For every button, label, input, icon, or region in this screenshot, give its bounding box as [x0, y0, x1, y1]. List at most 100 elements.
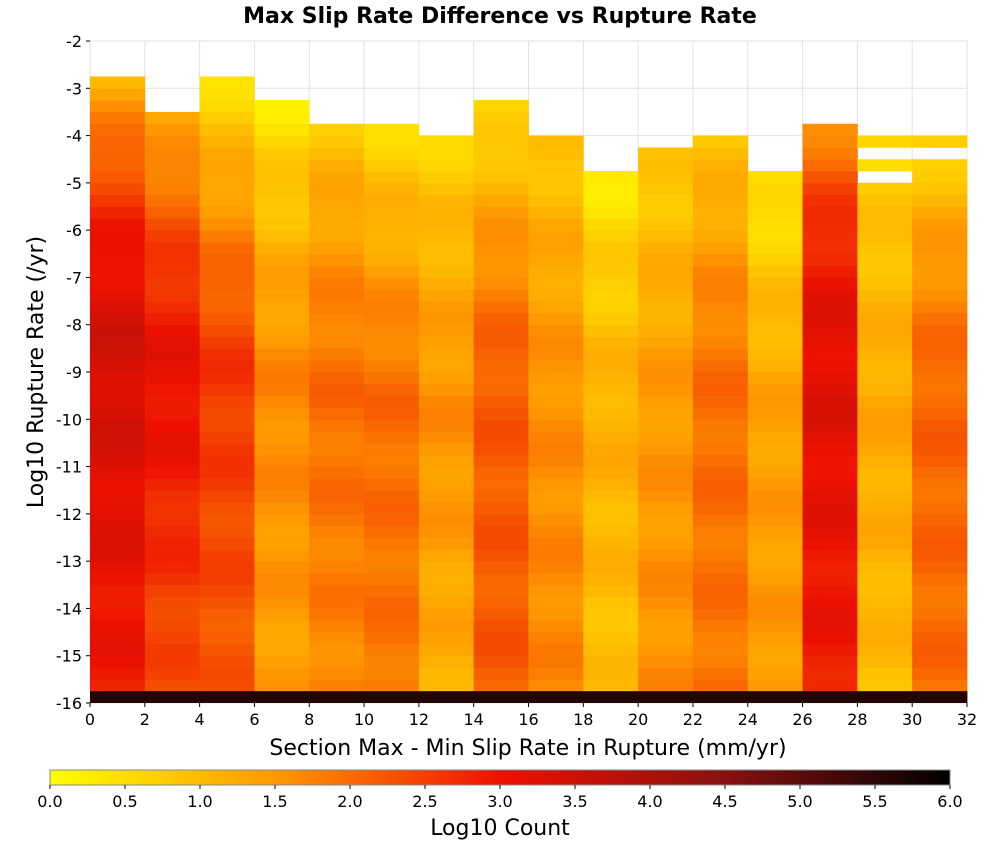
heatmap-cell	[857, 620, 913, 633]
heatmap-cell	[473, 253, 529, 267]
heatmap-cell	[802, 171, 858, 184]
heatmap-cell	[473, 241, 529, 255]
heatmap-cell	[857, 525, 913, 538]
heatmap-cell	[144, 395, 201, 408]
heatmap-cell	[473, 419, 529, 432]
heatmap-cell	[309, 395, 365, 408]
x-axis-ticks: 0 2 4 6 8 10 12 14 16 18 20 22 24 26 28 30 32	[85, 703, 977, 729]
heatmap-cell	[418, 206, 475, 219]
heatmap-cell	[254, 502, 310, 515]
heatmap-cell	[364, 584, 420, 598]
heatmap-cell	[528, 478, 584, 491]
heatmap-cell	[638, 336, 694, 349]
heatmap-cell	[583, 679, 639, 692]
heatmap-cell	[528, 372, 584, 385]
colorbar-tick-label: 5.5	[862, 792, 887, 811]
heatmap-cell-bottom-row	[309, 691, 365, 703]
heatmap-cell	[638, 407, 694, 420]
heatmap-cell	[692, 667, 749, 680]
heatmap-cell	[418, 549, 475, 562]
heatmap-cell	[583, 182, 639, 196]
heatmap-cell	[309, 289, 365, 302]
heatmap-cell	[473, 277, 529, 290]
heatmap-cell	[802, 466, 858, 479]
heatmap-cell	[802, 324, 858, 337]
heatmap-cell	[473, 608, 529, 621]
heatmap-cell	[528, 383, 584, 397]
heatmap-cell	[692, 206, 749, 219]
heatmap-cell	[254, 442, 310, 456]
heatmap-cell	[90, 431, 146, 444]
heatmap-cell	[802, 561, 858, 574]
heatmap-cell	[802, 478, 858, 491]
heatmap-cell	[802, 159, 858, 172]
heatmap-cell	[90, 466, 146, 479]
heatmap-cell	[747, 241, 803, 255]
heatmap-cell	[857, 301, 913, 314]
heatmap-cell	[418, 561, 475, 574]
heatmap-cell	[199, 76, 255, 89]
heatmap-cell	[802, 407, 858, 420]
heatmap-cell	[309, 312, 365, 326]
heatmap-cell	[583, 525, 639, 538]
heatmap-cell	[90, 490, 146, 503]
heatmap-cell	[802, 182, 858, 196]
heatmap-cell	[692, 442, 749, 456]
heatmap-cell	[90, 608, 146, 621]
heatmap-cell	[199, 218, 255, 231]
heatmap-cell	[90, 135, 146, 148]
heatmap-cell	[199, 324, 255, 337]
heatmap-cell	[692, 336, 749, 349]
heatmap-cell	[199, 289, 255, 302]
heatmap-cell	[364, 135, 420, 148]
heatmap-cell	[199, 88, 255, 101]
heatmap-cell	[254, 608, 310, 621]
heatmap-cell	[692, 584, 749, 598]
heatmap-cell	[418, 312, 475, 326]
heatmap-cell	[90, 206, 146, 219]
heatmap-cell	[90, 572, 146, 586]
x-tick-label: 20	[628, 710, 648, 729]
heatmap-cell	[912, 218, 968, 231]
heatmap-cell	[912, 419, 968, 432]
heatmap-cell	[692, 301, 749, 314]
heatmap-cell	[473, 135, 529, 148]
heatmap-cell	[144, 572, 201, 586]
heatmap-cell	[254, 549, 310, 562]
heatmap-cell	[638, 253, 694, 267]
heatmap-cell	[857, 431, 913, 444]
heatmap-cell	[309, 171, 365, 184]
heatmap-cell	[692, 431, 749, 444]
heatmap-cell	[364, 194, 420, 207]
heatmap-cell	[638, 643, 694, 657]
heatmap-cell	[90, 395, 146, 408]
heatmap-cell	[254, 513, 310, 527]
colorbar-label: Log10 Count	[430, 816, 570, 841]
heatmap-cell	[857, 490, 913, 503]
heatmap-cell	[364, 253, 420, 267]
heatmap-cell	[802, 312, 858, 326]
heatmap-cell	[528, 513, 584, 527]
heatmap-cell	[199, 312, 255, 326]
heatmap-cell	[144, 525, 201, 538]
heatmap-cell	[747, 324, 803, 337]
heatmap-cell	[364, 206, 420, 219]
heatmap-cell	[144, 218, 201, 231]
heatmap-cell	[638, 206, 694, 219]
x-tick-label: 6	[249, 710, 259, 729]
heatmap-cell	[144, 194, 201, 207]
heatmap-cell	[528, 253, 584, 267]
heatmap-cell	[144, 679, 201, 692]
heatmap-cell	[692, 312, 749, 326]
heatmap-cell	[254, 643, 310, 657]
heatmap-cell	[802, 135, 858, 148]
heatmap-cell	[528, 584, 584, 598]
heatmap-cell	[199, 383, 255, 397]
heatmap-cell	[857, 241, 913, 255]
heatmap-cell	[583, 312, 639, 326]
heatmap-cell	[857, 632, 913, 645]
heatmap-cell	[747, 643, 803, 657]
heatmap-cell	[747, 312, 803, 326]
heatmap-cell	[747, 360, 803, 373]
heatmap-cell	[254, 537, 310, 550]
